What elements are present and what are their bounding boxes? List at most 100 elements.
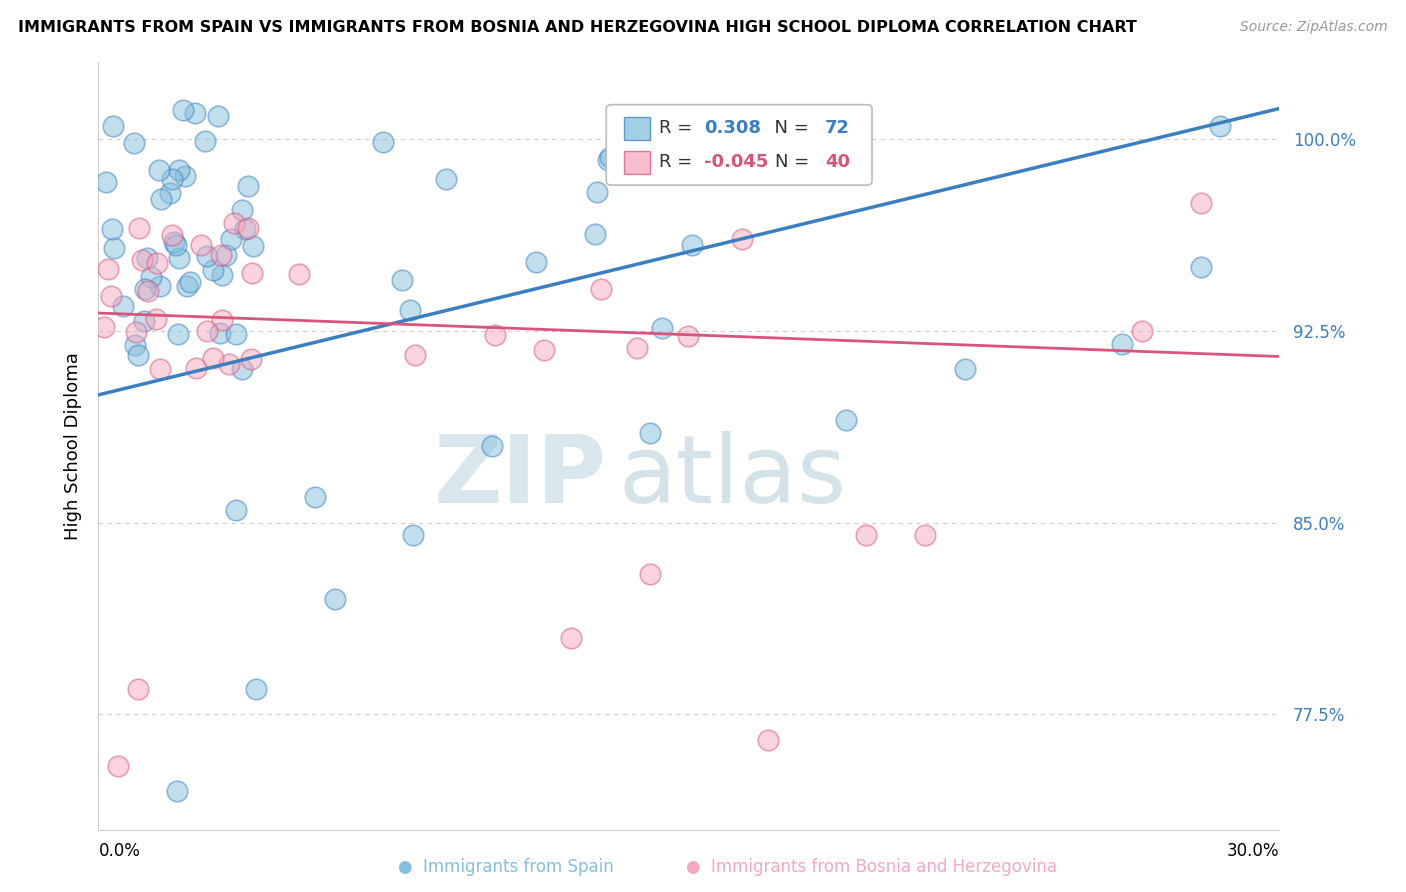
Text: Source: ZipAtlas.com: Source: ZipAtlas.com: [1240, 20, 1388, 34]
Point: [676, 329, 699, 343]
Point: [194, 135, 217, 149]
Point: [122, 136, 145, 151]
Point: [855, 528, 877, 542]
Point: [398, 302, 420, 317]
Point: [165, 238, 187, 252]
Text: 72: 72: [825, 120, 849, 137]
Point: [953, 362, 976, 376]
Point: [159, 186, 181, 200]
Point: [404, 348, 426, 362]
Text: atlas: atlas: [619, 431, 846, 523]
Point: [402, 528, 425, 542]
Point: [240, 266, 263, 280]
Point: [215, 248, 238, 262]
Point: [174, 169, 197, 183]
Point: [167, 163, 190, 178]
Point: [195, 325, 218, 339]
Point: [183, 105, 205, 120]
Point: [93, 319, 115, 334]
Point: [211, 313, 233, 327]
Point: [139, 270, 162, 285]
Point: [484, 327, 506, 342]
Point: [148, 279, 170, 293]
Point: [591, 282, 613, 296]
Point: [599, 150, 621, 164]
Point: [391, 273, 413, 287]
Point: [163, 235, 186, 250]
Text: 40: 40: [825, 153, 849, 171]
Point: [239, 352, 262, 367]
Point: [524, 254, 547, 268]
Point: [103, 119, 125, 133]
Point: [132, 314, 155, 328]
Point: [166, 327, 188, 342]
Point: [209, 326, 232, 340]
Point: [107, 758, 129, 772]
Point: [304, 490, 326, 504]
Point: [218, 358, 240, 372]
Point: [169, 252, 191, 266]
Point: [533, 343, 555, 357]
Point: [176, 279, 198, 293]
Point: [125, 325, 148, 339]
Point: [149, 192, 172, 206]
Text: ●  Immigrants from Bosnia and Herzegovina: ● Immigrants from Bosnia and Herzegovina: [686, 858, 1057, 876]
Point: [1209, 120, 1232, 134]
Point: [149, 362, 172, 376]
Text: R =: R =: [659, 120, 699, 137]
Point: [202, 263, 225, 277]
Point: [1189, 260, 1212, 274]
Point: [146, 255, 169, 269]
Point: [100, 288, 122, 302]
Point: [434, 171, 457, 186]
Point: [835, 413, 858, 427]
Point: [179, 275, 201, 289]
Point: [626, 341, 648, 355]
Point: [124, 337, 146, 351]
Point: [160, 171, 183, 186]
Point: [202, 351, 225, 365]
Point: [127, 348, 149, 362]
Text: ●  Immigrants from Spain: ● Immigrants from Spain: [398, 858, 614, 876]
Point: [148, 163, 170, 178]
Point: [681, 238, 703, 252]
Text: 0.0%: 0.0%: [98, 842, 141, 861]
Point: [103, 241, 125, 255]
Point: [651, 320, 673, 334]
Point: [195, 249, 218, 263]
Point: [135, 251, 157, 265]
Point: [242, 239, 264, 253]
Point: [236, 221, 259, 235]
Point: [96, 175, 118, 189]
Point: [238, 178, 260, 193]
Point: [560, 631, 582, 645]
Point: [231, 362, 253, 376]
Point: [222, 216, 245, 230]
Point: [211, 268, 233, 282]
Point: [136, 284, 159, 298]
Point: [207, 109, 229, 123]
Point: [128, 221, 150, 235]
Point: [160, 228, 183, 243]
Point: [1189, 196, 1212, 211]
Point: [638, 566, 661, 581]
Text: 30.0%: 30.0%: [1227, 842, 1279, 861]
Point: [134, 282, 156, 296]
Point: [287, 267, 309, 281]
Text: N =: N =: [775, 153, 815, 171]
Point: [97, 261, 120, 276]
Point: [145, 312, 167, 326]
Point: [731, 232, 754, 246]
Point: [586, 185, 609, 199]
Point: [172, 103, 194, 118]
Point: [219, 232, 242, 246]
Point: [131, 252, 153, 267]
Y-axis label: High School Diploma: High School Diploma: [63, 352, 82, 540]
Point: [209, 248, 232, 262]
Point: [481, 439, 503, 453]
Bar: [624, 151, 650, 174]
Point: [756, 733, 779, 747]
Bar: [624, 117, 650, 140]
Point: [225, 327, 247, 342]
Text: -0.045: -0.045: [704, 153, 769, 171]
